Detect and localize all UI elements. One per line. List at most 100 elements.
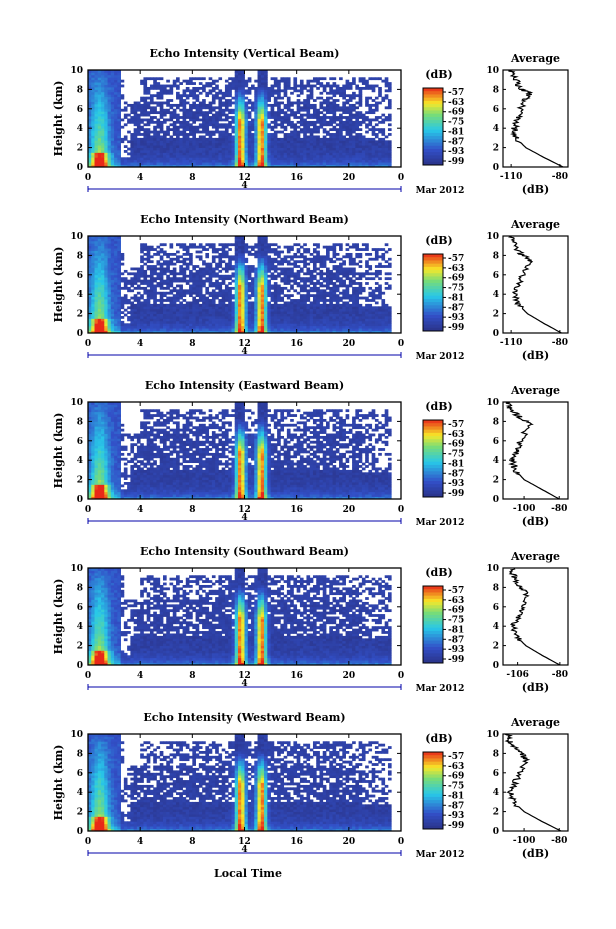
heatmap-cell — [133, 123, 138, 127]
heatmap-cell — [94, 94, 99, 98]
heatmap-cell — [117, 265, 121, 268]
heatmap-cell — [156, 282, 161, 285]
heatmap-cell — [192, 320, 196, 324]
heatmap-cell — [117, 325, 121, 329]
heatmap-cell — [342, 152, 346, 156]
heatmap-cell — [237, 318, 242, 322]
heatmap-cell — [97, 123, 102, 127]
heatmap-cell — [283, 274, 288, 278]
heatmap-cell — [101, 82, 105, 85]
heatmap-cell — [273, 318, 278, 322]
heatmap-cell — [195, 320, 200, 324]
heatmap-cell — [303, 306, 307, 310]
heatmap-cell — [286, 77, 291, 81]
heatmap-cell — [365, 164, 369, 168]
heatmap-cell — [218, 118, 223, 122]
heatmap-cell — [221, 328, 226, 331]
heatmap-cell — [264, 294, 268, 298]
heatmap-cell — [94, 125, 99, 129]
heatmap-cell — [114, 164, 118, 168]
heatmap-cell — [107, 111, 112, 115]
heatmap-cell — [162, 323, 167, 327]
heatmap-cell — [309, 286, 314, 290]
heatmap-cell — [88, 323, 92, 327]
heatmap-cell — [264, 70, 268, 73]
heatmap-cell — [192, 299, 196, 302]
heatmap-cell — [371, 125, 376, 129]
heatmap-cell — [241, 108, 245, 112]
heatmap-cell — [101, 313, 105, 317]
heatmap-cell — [352, 128, 356, 132]
heatmap-cell — [104, 77, 108, 81]
heatmap-cell — [153, 316, 157, 319]
heatmap-cell — [303, 108, 307, 112]
heatmap-cell — [371, 133, 376, 136]
heatmap-cell — [254, 89, 258, 93]
heatmap-cell — [107, 142, 112, 146]
heatmap-cell — [104, 133, 108, 136]
heatmap-cell — [371, 86, 376, 90]
heatmap-cell — [224, 145, 229, 148]
heatmap-cell — [260, 86, 265, 90]
heatmap-cell — [172, 128, 177, 132]
heatmap-cell — [319, 154, 324, 158]
heatmap-cell — [189, 164, 193, 168]
heatmap-cell — [104, 236, 108, 239]
heatmap-cell — [280, 125, 285, 129]
heatmap-cell — [117, 128, 121, 132]
heatmap-cell — [368, 145, 373, 148]
heatmap-cell — [254, 313, 258, 317]
heatmap-cell — [104, 150, 108, 153]
heatmap-cell — [101, 142, 105, 146]
heatmap-cell — [368, 140, 373, 144]
heatmap-cell — [189, 260, 193, 264]
heatmap-cell — [273, 306, 278, 310]
heatmap-cell — [244, 150, 249, 153]
heatmap-cell — [283, 82, 288, 85]
heatmap-cell — [371, 77, 376, 81]
heatmap-cell — [309, 130, 314, 134]
heatmap-cell — [260, 294, 265, 298]
heatmap-cell — [101, 299, 105, 302]
heatmap-cell — [277, 89, 281, 93]
heatmap-cell — [244, 243, 249, 247]
heatmap-cell — [257, 325, 262, 329]
heatmap-cell — [342, 125, 346, 129]
heatmap-cell — [231, 162, 236, 165]
heatmap-cell — [361, 113, 366, 117]
heatmap-cell — [332, 113, 337, 117]
heatmap-cell — [104, 277, 108, 281]
heatmap-cell — [172, 111, 177, 115]
heatmap-cell — [378, 162, 382, 165]
heatmap-cell — [277, 106, 281, 110]
heatmap-cell — [234, 320, 239, 324]
heatmap-cell — [218, 255, 223, 259]
heatmap-cell — [107, 147, 112, 151]
heatmap-cell — [176, 311, 180, 314]
heatmap-cell — [237, 113, 242, 117]
heatmap-cell — [241, 248, 245, 251]
heatmap-cell — [172, 147, 177, 151]
heatmap-cell — [267, 113, 271, 117]
heatmap-cell — [149, 120, 154, 124]
heatmap-cell — [117, 306, 121, 310]
heatmap-cell — [303, 142, 307, 146]
heatmap-cell — [221, 137, 226, 141]
heatmap-cell — [166, 137, 170, 141]
heatmap-cell — [189, 255, 193, 259]
heatmap-cell — [358, 77, 363, 81]
heatmap-cell — [97, 94, 102, 98]
heatmap-cell — [221, 301, 226, 305]
heatmap-cell — [244, 282, 249, 285]
heatmap-cell — [146, 154, 151, 158]
heatmap-cell — [257, 125, 262, 129]
heatmap-cell — [94, 245, 99, 249]
heatmap-cell — [228, 99, 232, 102]
heatmap-cell — [237, 245, 242, 249]
heatmap-cell — [127, 113, 131, 117]
heatmap-cell — [264, 84, 268, 88]
heatmap-cell — [228, 260, 232, 264]
heatmap-cell — [88, 118, 92, 122]
heatmap-cell — [185, 318, 190, 322]
heatmap-cell — [127, 120, 131, 124]
